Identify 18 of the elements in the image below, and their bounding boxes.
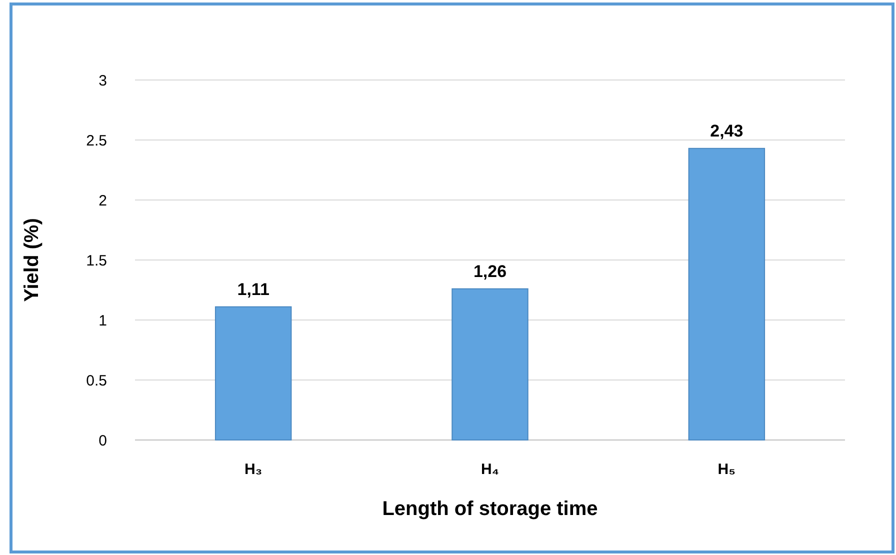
x-tick-label: H₃	[244, 461, 262, 478]
data-label: 2,43	[710, 121, 744, 140]
data-label: 1,26	[473, 262, 507, 281]
bar	[214, 306, 292, 440]
bar	[452, 288, 528, 440]
y-tick-label: 0.5	[86, 372, 107, 390]
data-label: 1,11	[237, 280, 270, 299]
x-tick-label: H₅	[718, 461, 736, 478]
bar	[688, 148, 766, 440]
y-tick-label: 1	[98, 312, 107, 330]
x-axis-title: Length of storage time	[382, 498, 598, 520]
y-tick-label: 1.5	[86, 252, 107, 270]
y-tick-label: 0	[98, 432, 107, 450]
x-tick-label: H₄	[481, 461, 499, 478]
y-tick-label: 2.5	[86, 132, 107, 150]
y-axis-title: Yield (%)	[21, 218, 43, 302]
y-tick-label: 2	[98, 192, 107, 210]
y-tick-label: 3	[98, 72, 107, 90]
